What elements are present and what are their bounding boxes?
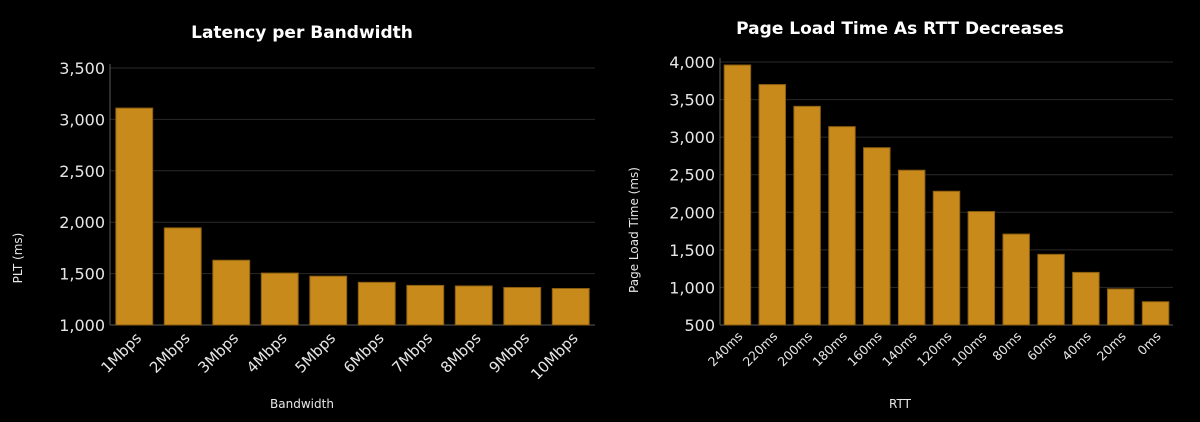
bar [1141,301,1170,326]
bar [260,272,299,326]
bar [828,126,856,326]
y-tick-label: 500 [684,316,715,335]
y-tick-label: 4,000 [669,53,715,72]
x-tick-label: 5Mbps [291,329,339,377]
x-tick-label: 6Mbps [340,329,388,377]
chart-title: Page Load Time As RTT Decreases [736,19,1064,39]
y-tick-label: 1,500 [59,265,105,284]
y-axis-label: Page Load Time (ms) [627,167,641,293]
bar [309,275,348,326]
bar [1037,253,1065,326]
y-tick-label: 2,500 [669,166,715,185]
bar [503,286,542,326]
x-tick-label: 80ms [989,329,1024,364]
bar [758,84,787,326]
y-tick-label: 3,500 [669,91,715,110]
x-tick-label: 2Mbps [146,329,194,377]
y-tick-label: 3,500 [59,59,105,78]
x-tick-label: 140ms [879,329,920,370]
x-tick-label: 3Mbps [194,329,242,377]
x-tick-label: 180ms [809,329,850,370]
bar [723,64,752,326]
y-tick-label: 1,000 [59,316,105,335]
bar [454,285,493,326]
x-tick-label: 1Mbps [97,329,145,377]
bar [793,105,821,326]
chart-title: Latency per Bandwidth [191,23,413,43]
y-tick-label: 1,500 [669,241,715,260]
x-tick-label: 10Mbps [527,329,581,383]
y-tick-label: 1,000 [669,278,715,297]
y-tick-label: 2,500 [59,162,105,181]
x-tick-label: 120ms [914,329,955,370]
bar [212,259,251,326]
bar [1002,233,1030,326]
bar [863,147,891,326]
x-tick-label: 160ms [844,329,885,370]
bar [897,169,926,326]
bar [1072,271,1100,326]
bar [406,284,445,326]
y-axis-label: PLT (ms) [11,233,25,284]
bar [163,227,202,326]
bar [967,211,996,326]
bar [1106,288,1135,326]
x-tick-label: 8Mbps [437,329,485,377]
bar [115,107,154,326]
bar [932,190,961,326]
y-tick-label: 3,000 [59,110,105,129]
bar [357,281,396,326]
x-tick-label: 0ms [1134,329,1163,358]
x-tick-label: 9Mbps [485,329,533,377]
x-axis-label: Bandwidth [270,397,334,411]
x-tick-label: 60ms [1024,329,1059,364]
bar [551,288,590,326]
latency-per-bandwidth-chart: Latency per Bandwidth 1,000 1,500 2,000 2,50… [11,23,595,411]
x-tick-label: 20ms [1094,329,1129,364]
page-load-time-rtt-chart: Page Load Time As RTT Decreases 500 1,000 1… [627,19,1173,411]
y-tick-label: 2,000 [669,203,715,222]
x-tick-label: 100ms [949,329,990,370]
x-tick-label: 220ms [740,329,781,370]
x-tick-label: 40ms [1059,329,1094,364]
x-tick-label: 200ms [775,329,816,370]
x-tick-label: 7Mbps [388,329,436,377]
y-tick-label: 2,000 [59,213,105,232]
x-tick-label: 4Mbps [243,329,291,377]
y-tick-label: 3,000 [669,128,715,147]
x-axis-label: RTT [889,397,912,411]
